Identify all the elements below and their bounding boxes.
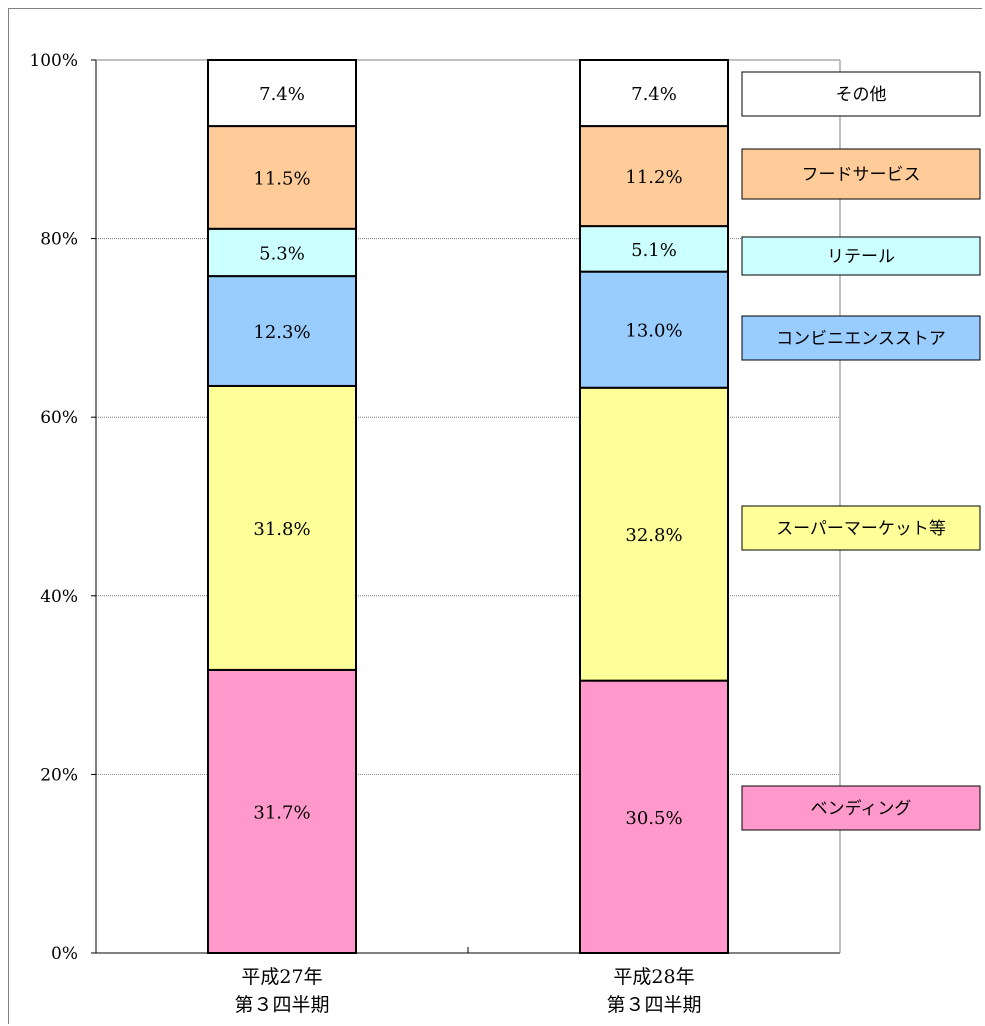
data-label: 32.8% xyxy=(625,525,682,546)
bar-segment xyxy=(207,227,357,278)
legend-label: フードサービス xyxy=(802,165,921,185)
legend-box xyxy=(741,505,981,551)
bar-segment xyxy=(207,125,357,230)
data-label: 11.5% xyxy=(253,168,310,189)
legend-label: コンビニエンスストア xyxy=(776,329,946,349)
y-tick-label: 60% xyxy=(40,408,78,428)
y-tick-label: 40% xyxy=(40,587,78,607)
data-label: 5.3% xyxy=(259,243,305,264)
y-tick-label: 20% xyxy=(40,765,78,785)
legend-box xyxy=(741,785,981,831)
legend-box xyxy=(741,236,981,276)
bar-segment xyxy=(207,384,357,671)
legend-label: ベンディング xyxy=(811,798,912,819)
bar-segment xyxy=(207,668,357,954)
data-label: 13.0% xyxy=(625,321,682,342)
bar-segment xyxy=(207,275,357,387)
y-tick-label: 0% xyxy=(51,944,78,964)
bar-segment xyxy=(579,386,729,682)
bar-segment xyxy=(579,125,729,228)
y-tick-label: 100% xyxy=(29,51,78,71)
data-label: 7.4% xyxy=(631,84,677,105)
data-label: 11.2% xyxy=(625,167,682,188)
x-category-label: 第３四半期 xyxy=(606,994,701,1016)
y-tick-label: 80% xyxy=(40,230,78,250)
bar-segment xyxy=(579,225,729,273)
legend-box xyxy=(741,315,981,361)
bar-segment xyxy=(579,679,729,954)
data-label: 31.7% xyxy=(253,802,310,823)
legend-label: リテール xyxy=(827,247,895,267)
legend-label: スーパーマーケット等 xyxy=(776,519,946,539)
data-label: 12.3% xyxy=(253,322,310,343)
legend-box xyxy=(741,71,981,117)
legend-label: その他 xyxy=(836,85,887,105)
data-label: 5.1% xyxy=(631,240,677,261)
legend-box xyxy=(741,148,981,200)
x-category-label: 第３四半期 xyxy=(234,994,329,1016)
x-category-label: 平成28年 xyxy=(613,966,694,988)
bar-segment xyxy=(579,59,729,128)
x-category-label: 平成27年 xyxy=(241,966,322,988)
data-label: 30.5% xyxy=(625,808,682,829)
data-label: 31.8% xyxy=(253,519,310,540)
data-label: 7.4% xyxy=(259,84,305,105)
bar-segment xyxy=(207,59,357,128)
